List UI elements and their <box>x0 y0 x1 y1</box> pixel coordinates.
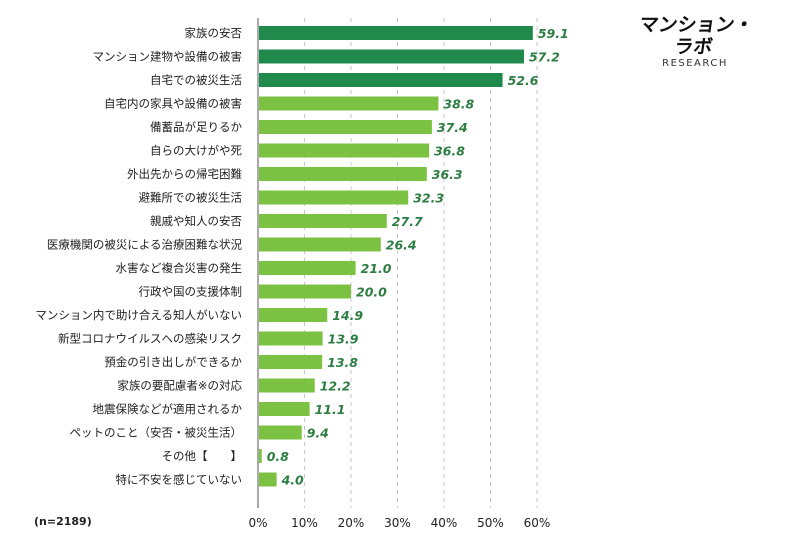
category-label: マンション内で助け合える知人がいない <box>35 308 242 322</box>
bar <box>259 378 315 393</box>
bar <box>259 308 328 322</box>
bar <box>259 167 427 181</box>
value-label: 12.2 <box>320 379 351 394</box>
bar <box>259 261 356 275</box>
bar <box>259 402 310 416</box>
category-label: 親戚や知人の安否 <box>150 214 242 228</box>
value-label: 36.8 <box>434 144 465 159</box>
brand-subtitle: RESEARCH <box>662 58 728 69</box>
bar <box>259 73 503 87</box>
category-label: 行政や国の支援体制 <box>139 285 243 299</box>
bar <box>259 472 277 487</box>
category-label: マンション建物や設備の被害 <box>93 50 243 64</box>
category-labels: 家族の安否マンション建物や設備の被害自宅での被災生活自宅内の家具や設備の被害備蓄… <box>35 26 242 487</box>
value-label: 57.2 <box>529 50 560 65</box>
category-label: 避難所での被災生活 <box>139 191 243 205</box>
bar <box>259 49 524 64</box>
bar <box>259 96 439 111</box>
value-label: 52.6 <box>508 73 539 88</box>
bar <box>259 190 409 205</box>
bar <box>259 449 262 463</box>
category-label: 預金の引き出しができるか <box>104 355 242 369</box>
brand-name: マンション・ラボ <box>637 14 756 58</box>
value-label: 32.3 <box>413 191 444 206</box>
category-label: 備蓄品が足りるか <box>150 120 242 134</box>
value-label: 37.4 <box>437 120 468 135</box>
value-label: 26.4 <box>386 238 417 253</box>
brand-logo: マンション・ラボ RESEARCH <box>630 14 760 70</box>
category-label: ペットのこと（安否・被災生活） <box>70 426 243 440</box>
bar <box>259 284 351 299</box>
x-tick-label: 20% <box>338 516 365 530</box>
category-label: その他【 】 <box>162 449 243 463</box>
sample-size-label: (n=2189) <box>34 515 92 528</box>
category-label: 新型コロナウイルスへの感染リスク <box>58 332 242 346</box>
x-tick-label: 60% <box>524 516 551 530</box>
bar <box>259 143 430 158</box>
category-label: 外出先からの帰宅困難 <box>127 167 242 181</box>
value-label: 13.8 <box>327 355 358 370</box>
value-label: 9.4 <box>307 426 329 441</box>
x-tick-label: 50% <box>477 516 504 530</box>
bars <box>259 26 533 487</box>
category-label: 医療機関の被災による治療困難な状況 <box>47 238 243 252</box>
category-label: 家族の安否 <box>185 26 243 40</box>
category-label: 水害など複合災害の発生 <box>116 261 243 275</box>
value-label: 21.0 <box>361 261 392 276</box>
value-label: 36.3 <box>432 167 463 182</box>
x-tick-label: 10% <box>291 516 318 530</box>
x-tick-label: 30% <box>384 516 411 530</box>
x-tick-label: 0% <box>248 516 267 530</box>
category-label: 自らの大けがや死 <box>150 144 242 158</box>
value-label: 13.9 <box>328 332 359 347</box>
category-label: 家族の要配慮者※の対応 <box>117 379 242 393</box>
bar <box>259 26 533 40</box>
category-label: 特に不安を感じていない <box>116 473 243 487</box>
x-axis-tick-labels: 0% 10% 20% 30% 40% 50% 60% <box>248 516 550 530</box>
value-label: 4.0 <box>281 473 304 488</box>
value-label: 20.0 <box>356 285 387 300</box>
bar <box>259 214 387 228</box>
value-label: 0.8 <box>267 449 289 464</box>
value-label: 14.9 <box>332 308 363 323</box>
bar <box>259 237 381 252</box>
value-label: 38.8 <box>443 97 474 112</box>
bar <box>259 355 323 369</box>
bar <box>259 331 323 346</box>
value-labels: 59.1 57.2 52.6 38.8 37.4 36.8 36.3 32.3 27.7 26.4… <box>267 26 569 488</box>
value-label: 11.1 <box>315 402 346 417</box>
category-label: 自宅での被災生活 <box>150 73 242 87</box>
category-label: 自宅内の家具や設備の被害 <box>104 97 242 111</box>
category-label: 地震保険などが適用されるか <box>93 402 243 416</box>
value-label: 27.7 <box>392 214 423 229</box>
value-label: 59.1 <box>538 26 569 41</box>
bar <box>259 120 432 134</box>
bar <box>259 425 302 440</box>
x-tick-label: 40% <box>431 516 458 530</box>
